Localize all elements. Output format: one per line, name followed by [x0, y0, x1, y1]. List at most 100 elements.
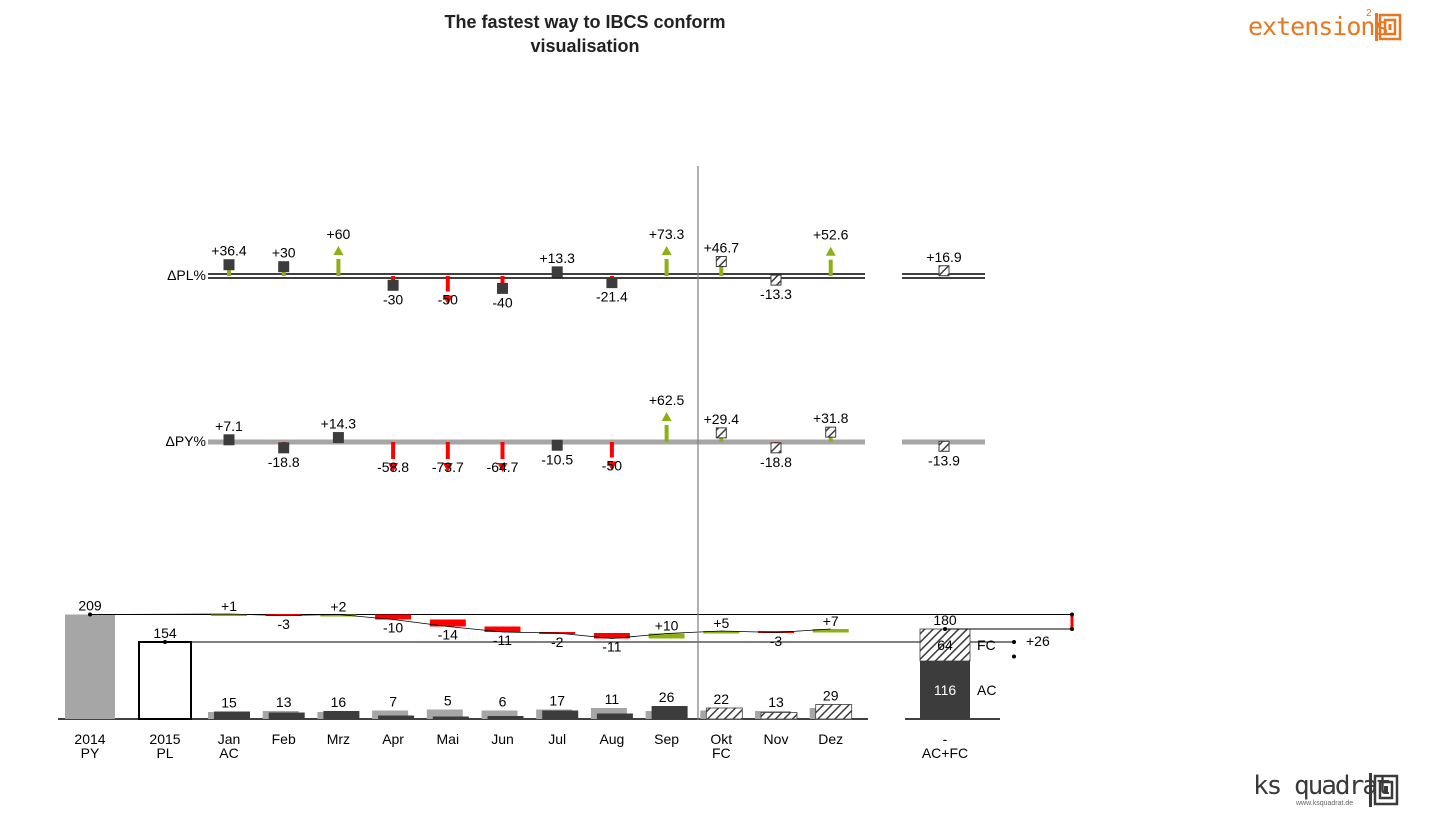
month-value-label-10: 13 [768, 694, 784, 710]
delta-label-6: -2 [551, 634, 564, 650]
month-10-tick-0: Nov [764, 731, 789, 747]
month-bar-8 [651, 706, 688, 719]
dpl-pin-head-9 [715, 256, 727, 268]
total-fc-tag: FC [977, 637, 996, 653]
dpl-overflow-arrow-4 [442, 295, 453, 305]
dpl-value-label-9: +46.7 [704, 240, 740, 256]
extensions-logo-text: extensions [1248, 12, 1390, 41]
dpy-overflow-arrow-5 [497, 463, 508, 472]
dpl-pin-head-1 [278, 261, 290, 273]
dpy-value-label-7: -50 [602, 458, 622, 474]
delta-bar-7 [593, 633, 630, 639]
delta-label-0: +1 [221, 598, 237, 614]
dpl-pin-0 [227, 264, 231, 276]
dpl-overflow-arrow-2 [333, 246, 344, 255]
dpl-overflow-arrow-11 [825, 246, 836, 256]
month-7-tick-0: Aug [599, 731, 624, 747]
py-value-label: 209 [78, 598, 102, 614]
month-bar-0 [214, 711, 250, 719]
dpl-pin-head-7 [606, 277, 618, 289]
total-ac-bar [920, 661, 970, 719]
month-value-label-5: 6 [499, 694, 507, 710]
month-value-label-0: 15 [221, 695, 237, 711]
total-tick-0: - [943, 731, 948, 747]
total-fc-bar [919, 628, 971, 662]
dpy-value-label-9: +29.4 [704, 411, 740, 427]
delta-bar-10 [758, 631, 794, 633]
delta-label-10: -3 [770, 633, 783, 649]
delta-py-bar [1070, 614, 1074, 629]
dpl-pin-8 [664, 259, 669, 276]
delta-label-2: +2 [330, 599, 346, 615]
dpl-value-label-total: +16.9 [926, 249, 962, 265]
month-0-tick-1: AC [219, 745, 238, 761]
delta-label-3: -10 [383, 620, 403, 636]
delta-bar-1 [265, 614, 302, 616]
dpy-value-label-total: -13.9 [928, 452, 960, 468]
month-5-tick-0: Jun [491, 731, 514, 747]
delta-label-7: -11 [602, 639, 621, 655]
month-py-bar-4 [426, 709, 463, 719]
chart-title-line2: visualisation [530, 36, 640, 56]
dpy-pin-head-9 [715, 427, 727, 439]
py-tick-0: 2014 [74, 731, 105, 747]
month-py-bar-5 [481, 710, 518, 719]
dpl-value-label-10: -13.3 [760, 286, 792, 302]
dpl-pin-head-6 [551, 266, 563, 278]
month-value-label-2: 16 [331, 694, 347, 710]
chart-title: The fastest way to IBCS conform visualis… [400, 10, 770, 58]
delta-label-11: +7 [823, 613, 839, 629]
month-bar-7 [596, 713, 633, 719]
dpy-overflow-arrow-8 [661, 412, 672, 421]
delta-label-4: -14 [438, 627, 458, 643]
delta-py-percent-chart: ΔPY% +7.1 -18.8 +14.3 -58.8 -73.7 -64.7 -10.5 -5… [166, 392, 985, 475]
dpy-pin-8 [664, 425, 669, 442]
month-bar-2 [323, 711, 360, 719]
dpl-value-label-1: +30 [272, 245, 296, 261]
dpy-pin-head-0 [223, 434, 235, 446]
dpl-row-label: ΔPL% [167, 267, 206, 283]
dpy-pin-5 [500, 442, 505, 459]
month-4-tick-0: Mai [437, 731, 460, 747]
dpy-value-label-0: +7.1 [215, 418, 243, 434]
ks-quadrat-url: www.ksquadrat.de [1296, 800, 1354, 807]
dpy-value-label-11: +31.8 [813, 410, 849, 426]
delta-label-8: +10 [655, 618, 679, 634]
dpy-value-label-10: -18.8 [760, 454, 792, 470]
dpy-pin-4 [445, 442, 450, 459]
month-py-bar-3 [372, 710, 409, 719]
delta-connector [114, 613, 831, 639]
delta-bar-11 [812, 629, 849, 633]
dpl-value-label-4: -50 [438, 292, 458, 308]
month-8-tick-0: Sep [654, 731, 679, 747]
dpy-pin-head-1 [278, 442, 290, 454]
dpl-pin-4 [445, 276, 450, 292]
total-ac-label: 116 [934, 682, 957, 698]
dpy-pin-head-11 [825, 426, 837, 438]
month-value-label-4: 5 [444, 693, 452, 709]
chart-title-line1: The fastest way to IBCS conform [444, 12, 726, 32]
extensions-logo-superscript: 2 [1366, 8, 1372, 19]
dpy-value-label-2: +14.3 [321, 416, 357, 432]
delta-py-dot-bottom [1070, 627, 1074, 631]
dpy-pin-head-total [938, 440, 950, 452]
pl-bar [138, 641, 192, 720]
dpl-value-label-11: +52.6 [813, 227, 849, 243]
dpy-value-label-8: +62.5 [649, 392, 685, 408]
dpl-value-label-8: +73.3 [649, 226, 685, 242]
delta-label-9: +5 [713, 615, 729, 631]
dpl-pin-9 [719, 261, 724, 276]
month-11-tick-0: Dez [818, 731, 843, 747]
delta-bar-9 [703, 631, 740, 634]
delta-bar-8 [648, 633, 685, 639]
delta-pl-dot-bottom [1012, 640, 1016, 644]
dpl-overflow-arrow-8 [661, 246, 672, 255]
month-9-tick-1: FC [712, 745, 731, 761]
delta-label-1: -3 [277, 616, 290, 632]
ks-square-logo-icon [1375, 13, 1402, 41]
ks-quadrat-logo-text: ks quadrat [1253, 771, 1392, 801]
month-value-label-6: 17 [549, 693, 565, 709]
dpl-value-label-6: +13.3 [539, 250, 575, 266]
month-bar-9 [705, 707, 743, 720]
